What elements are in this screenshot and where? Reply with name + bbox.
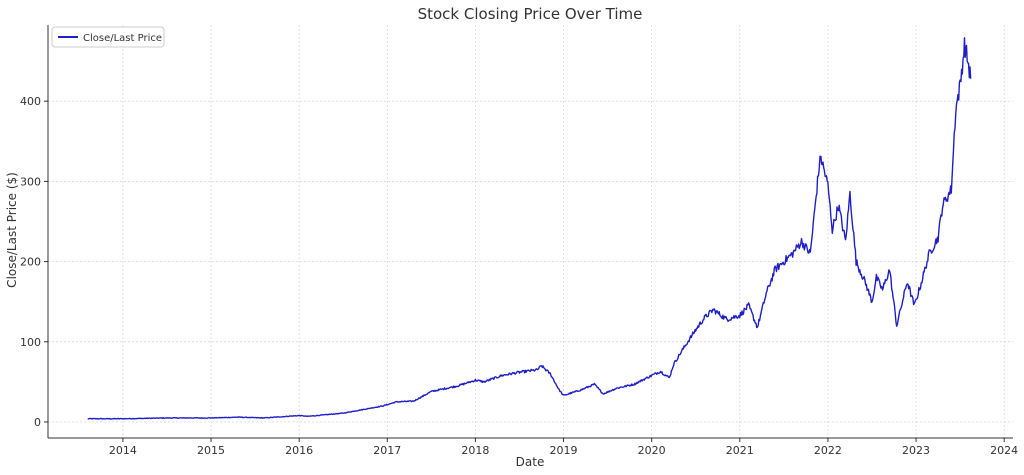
x-tick-label: 2015	[197, 444, 225, 457]
legend-label: Close/Last Price	[83, 33, 162, 44]
axes-layer	[47, 25, 1013, 439]
y-axis-ticks: 0 100 200 300 400	[20, 95, 48, 429]
x-tick-label: 2017	[373, 444, 401, 457]
legend-box	[51, 26, 165, 48]
x-tick-label: 2024	[990, 444, 1018, 457]
x-axis-ticks: 2014 2015 2016 2017 2018 2019 2020 2021 2022 2023…	[109, 438, 1018, 457]
chart-title: Stock Closing Price Over Time	[418, 5, 643, 23]
y-tick-label: 300	[20, 175, 41, 188]
series-layer	[87, 37, 972, 420]
y-axis-label: Close/Last Price ($)	[5, 172, 19, 288]
y-tick-label: 400	[20, 95, 41, 108]
x-tick-label: 2019	[550, 444, 578, 457]
x-tick-label: 2023	[902, 444, 930, 457]
x-tick-label: 2021	[726, 444, 754, 457]
y-tick-label: 100	[20, 336, 41, 349]
grid-layer	[48, 25, 1013, 438]
y-tick-label: 200	[20, 256, 41, 269]
x-tick-label: 2016	[285, 444, 313, 457]
x-tick-label: 2020	[638, 444, 666, 457]
x-tick-label: 2014	[109, 444, 137, 457]
x-tick-label: 2018	[461, 444, 489, 457]
x-tick-label: 2022	[814, 444, 842, 457]
y-tick-label: 0	[34, 416, 41, 429]
x-axis-label: Date	[516, 455, 545, 469]
series-line	[87, 37, 972, 420]
legend: Close/Last Price	[51, 26, 165, 48]
